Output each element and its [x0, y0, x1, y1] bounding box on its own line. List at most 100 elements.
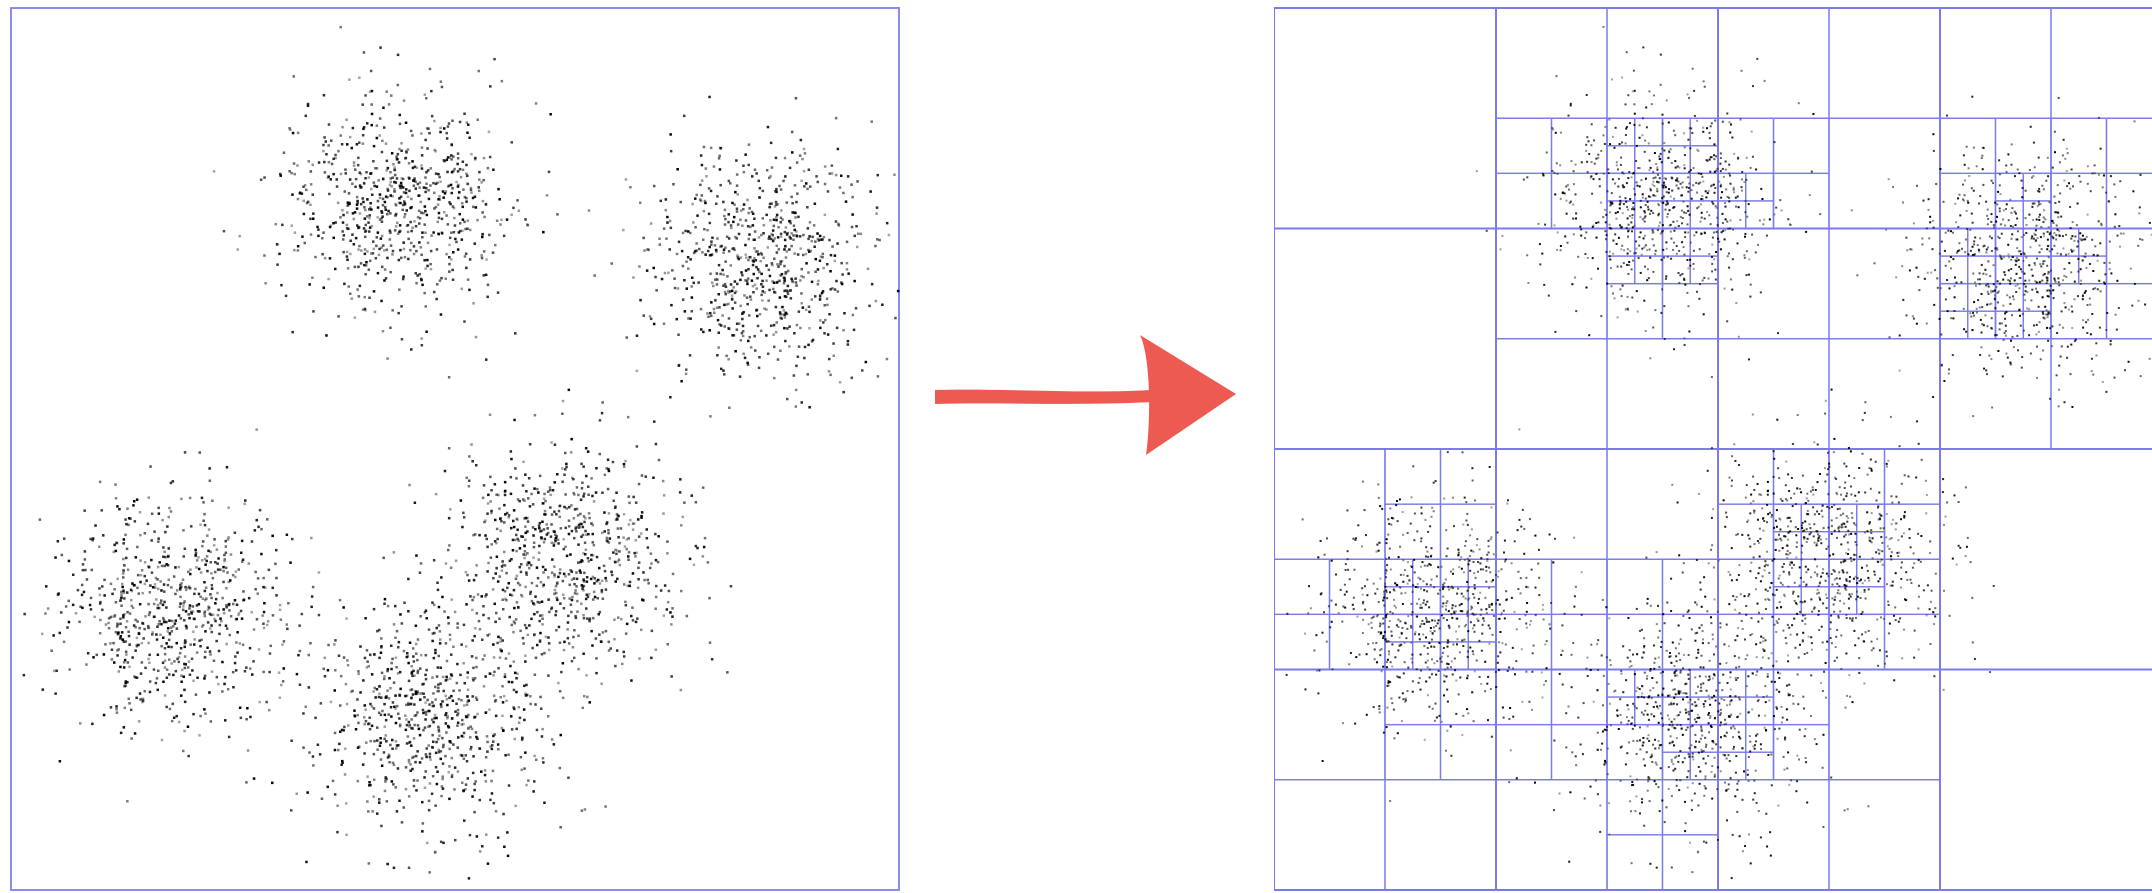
point — [1554, 224, 1556, 226]
point — [438, 176, 441, 179]
point — [424, 701, 427, 704]
point — [271, 535, 274, 538]
point — [2003, 339, 2005, 341]
point — [310, 606, 313, 609]
point — [1812, 113, 1814, 115]
point — [666, 221, 669, 224]
point — [715, 203, 718, 206]
point — [709, 641, 712, 644]
point — [696, 194, 699, 197]
point — [1684, 154, 1686, 156]
point — [554, 444, 557, 447]
point — [568, 573, 571, 576]
point — [639, 299, 642, 302]
point — [1690, 242, 1692, 244]
point — [716, 354, 719, 357]
point — [434, 652, 437, 655]
point — [566, 628, 569, 631]
point — [120, 594, 123, 597]
point — [524, 660, 527, 663]
point — [1597, 154, 1599, 156]
point — [409, 221, 412, 224]
point — [564, 493, 567, 496]
point — [142, 698, 145, 701]
point — [804, 346, 807, 349]
point — [795, 234, 798, 237]
point — [584, 530, 587, 533]
point — [1619, 143, 1621, 145]
point — [144, 690, 147, 693]
point — [366, 649, 369, 652]
partition-cell — [1413, 559, 1441, 587]
point — [280, 618, 283, 621]
point — [1660, 153, 1662, 155]
point — [2118, 307, 2120, 309]
point — [588, 512, 591, 515]
point — [475, 574, 478, 577]
point — [1631, 268, 1633, 270]
point — [616, 549, 619, 552]
point — [395, 786, 398, 789]
point — [438, 727, 441, 730]
point — [404, 256, 407, 259]
point — [461, 526, 464, 529]
point — [1722, 213, 1724, 215]
partition-cell — [1441, 504, 1497, 559]
point — [165, 606, 168, 609]
point — [679, 491, 682, 494]
point — [120, 732, 123, 735]
point — [411, 160, 414, 163]
point — [402, 275, 405, 278]
point — [533, 755, 536, 758]
point — [286, 623, 289, 626]
point — [795, 284, 798, 287]
point — [791, 151, 794, 154]
point — [432, 182, 435, 185]
point — [547, 491, 550, 494]
point — [1673, 198, 1675, 200]
point — [496, 528, 499, 531]
point — [824, 214, 827, 217]
point — [800, 180, 803, 183]
point — [424, 223, 427, 226]
point — [1960, 281, 1962, 283]
point — [1704, 86, 1706, 88]
point — [104, 643, 107, 646]
point — [1714, 187, 1716, 189]
partition-cell — [1829, 339, 1940, 449]
point — [164, 653, 167, 656]
point — [1604, 126, 1606, 128]
point — [362, 201, 365, 204]
partition-cell — [2107, 173, 2152, 228]
point — [500, 696, 503, 699]
point — [1750, 284, 1752, 286]
point — [308, 283, 311, 286]
point — [121, 583, 124, 586]
point — [407, 196, 410, 199]
point — [308, 160, 311, 163]
point — [1922, 243, 1924, 245]
point — [402, 209, 405, 212]
point — [128, 643, 131, 646]
point — [1741, 178, 1743, 180]
point — [726, 671, 729, 674]
point — [78, 621, 81, 624]
point — [532, 556, 535, 559]
point — [208, 691, 211, 694]
point — [216, 676, 219, 679]
point — [351, 233, 354, 236]
point — [808, 327, 811, 330]
point — [395, 213, 398, 216]
point — [745, 269, 748, 272]
point — [2041, 248, 2043, 250]
point — [372, 690, 375, 693]
point — [360, 262, 363, 265]
point — [1727, 228, 1729, 230]
point — [483, 654, 486, 657]
point — [418, 210, 421, 213]
point — [293, 75, 296, 78]
point — [1658, 156, 1660, 158]
point — [1501, 235, 1503, 237]
point — [599, 419, 602, 422]
point — [275, 594, 278, 597]
